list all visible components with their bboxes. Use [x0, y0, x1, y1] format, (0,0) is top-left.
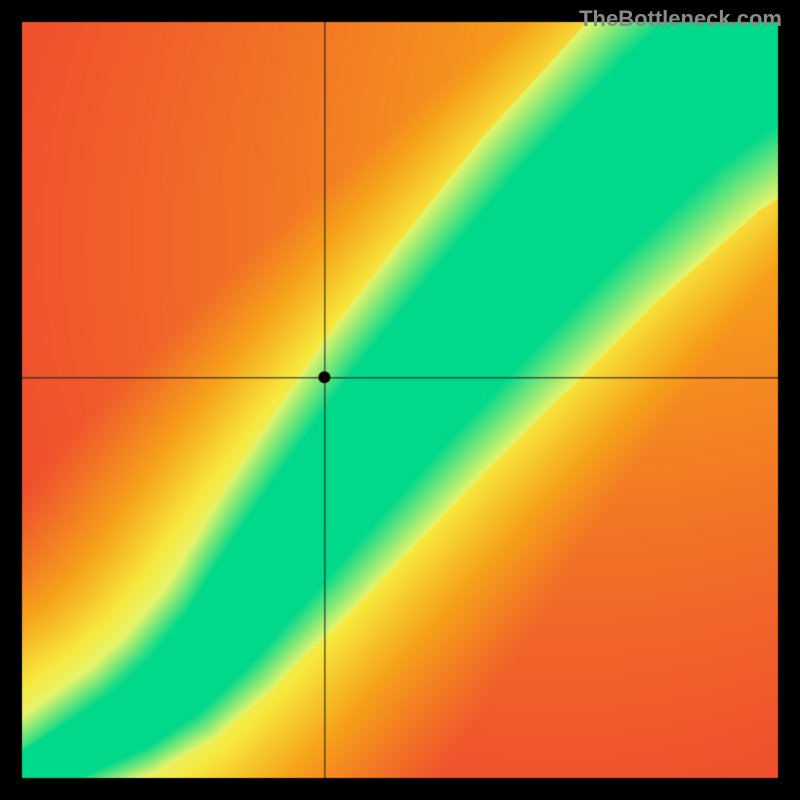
heatmap-canvas [0, 0, 800, 800]
watermark-text: TheBottleneck.com [579, 6, 782, 32]
